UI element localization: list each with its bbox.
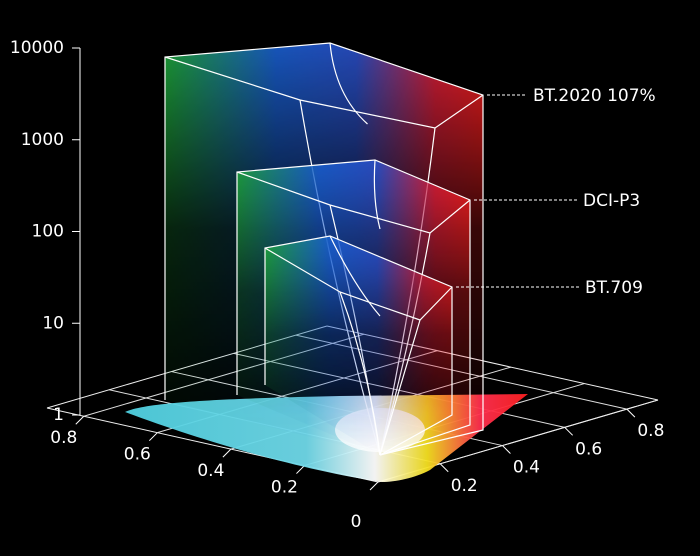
volume-edge (264, 235, 453, 456)
x-tick (75, 415, 85, 425)
z-tick (439, 463, 449, 473)
x-tick (148, 432, 158, 442)
volume-edge (264, 247, 453, 321)
z-tick-label: 0.8 (637, 421, 664, 441)
z-tick-label: 0.6 (575, 439, 602, 459)
volume-edge (164, 42, 484, 456)
volume-label: BT.709 (585, 278, 643, 298)
z-tick-label: 0.2 (451, 476, 478, 496)
x-tick (222, 448, 232, 458)
volume-label: DCI-P3 (583, 191, 640, 211)
x-tick-label: 0.4 (197, 461, 224, 481)
volume-edge (379, 319, 421, 456)
y-tick-label: 10000 (10, 38, 64, 58)
volume-edge (164, 56, 484, 129)
z-tick (564, 426, 574, 436)
volume-edge (339, 291, 381, 456)
volume-edge (236, 159, 471, 456)
volume-fill (265, 236, 452, 455)
z-tick (502, 445, 511, 454)
z-tick-label: 0.4 (513, 458, 540, 478)
volume-edge (373, 159, 381, 230)
x-tick (296, 465, 305, 474)
y-tick-label: 1 (53, 405, 64, 425)
x-tick (369, 481, 379, 491)
color-volume: BT.709 (264, 235, 643, 456)
y-tick-label: 1000 (21, 130, 64, 150)
volume-edge (329, 42, 368, 125)
y-tick-label: 100 (32, 222, 64, 242)
volumes: BT.2020 107% DCI-P3 BT.709 (164, 42, 656, 456)
volume-label: BT.2020 107% (533, 86, 656, 106)
axes: 1 10 100 1000 10000 (10, 38, 81, 425)
volume-edge (329, 235, 381, 317)
x-tick-label: 0.8 (50, 428, 77, 448)
x-tick-label: 0.2 (271, 478, 298, 498)
x-tick-label: 0 (351, 512, 362, 532)
volume-edge (236, 171, 471, 234)
z-tick (626, 408, 636, 418)
y-tick-label: 10 (42, 313, 64, 333)
x-tick-label: 0.6 (124, 445, 151, 465)
